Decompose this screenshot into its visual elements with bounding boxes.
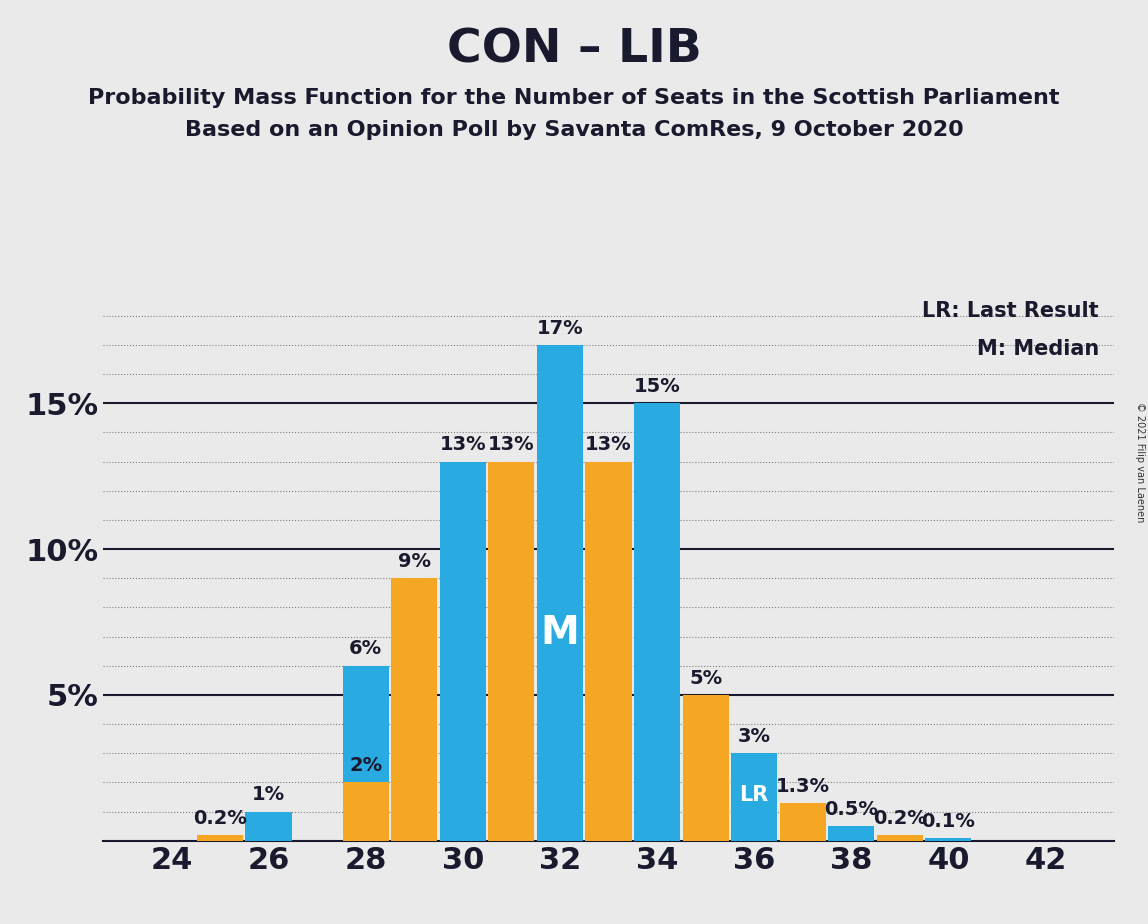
Text: 13%: 13% bbox=[585, 435, 631, 455]
Text: 2%: 2% bbox=[349, 756, 382, 775]
Text: M: Median: M: Median bbox=[977, 339, 1099, 359]
Text: 0.1%: 0.1% bbox=[922, 811, 976, 831]
Bar bbox=[391, 578, 437, 841]
Bar bbox=[828, 826, 875, 841]
Bar bbox=[196, 835, 243, 841]
Bar bbox=[683, 695, 729, 841]
Bar bbox=[585, 461, 631, 841]
Bar bbox=[488, 461, 534, 841]
Bar bbox=[731, 753, 777, 841]
Text: 5%: 5% bbox=[689, 669, 722, 687]
Text: LR: LR bbox=[739, 785, 769, 806]
Text: 6%: 6% bbox=[349, 639, 382, 659]
Bar bbox=[779, 803, 825, 841]
Text: 13%: 13% bbox=[440, 435, 486, 455]
Text: Probability Mass Function for the Number of Seats in the Scottish Parliament: Probability Mass Function for the Number… bbox=[88, 88, 1060, 108]
Bar bbox=[634, 403, 680, 841]
Text: © 2021 Filip van Laenen: © 2021 Filip van Laenen bbox=[1135, 402, 1145, 522]
Text: 0.5%: 0.5% bbox=[824, 800, 878, 819]
Bar bbox=[537, 345, 583, 841]
Text: 1%: 1% bbox=[251, 785, 285, 805]
Text: CON – LIB: CON – LIB bbox=[447, 28, 701, 73]
Text: 15%: 15% bbox=[634, 377, 681, 395]
Bar bbox=[342, 783, 389, 841]
Text: 0.2%: 0.2% bbox=[872, 808, 926, 828]
Bar bbox=[877, 835, 923, 841]
Bar bbox=[925, 838, 971, 841]
Text: 13%: 13% bbox=[488, 435, 535, 455]
Text: 1.3%: 1.3% bbox=[776, 776, 830, 796]
Text: 0.2%: 0.2% bbox=[193, 808, 247, 828]
Bar bbox=[440, 461, 486, 841]
Text: 9%: 9% bbox=[397, 552, 430, 571]
Text: M: M bbox=[541, 614, 580, 651]
Text: 17%: 17% bbox=[536, 319, 583, 337]
Text: Based on an Opinion Poll by Savanta ComRes, 9 October 2020: Based on an Opinion Poll by Savanta ComR… bbox=[185, 120, 963, 140]
Bar bbox=[342, 666, 389, 841]
Text: 3%: 3% bbox=[738, 727, 770, 746]
Bar bbox=[246, 811, 292, 841]
Text: LR: Last Result: LR: Last Result bbox=[922, 301, 1099, 321]
